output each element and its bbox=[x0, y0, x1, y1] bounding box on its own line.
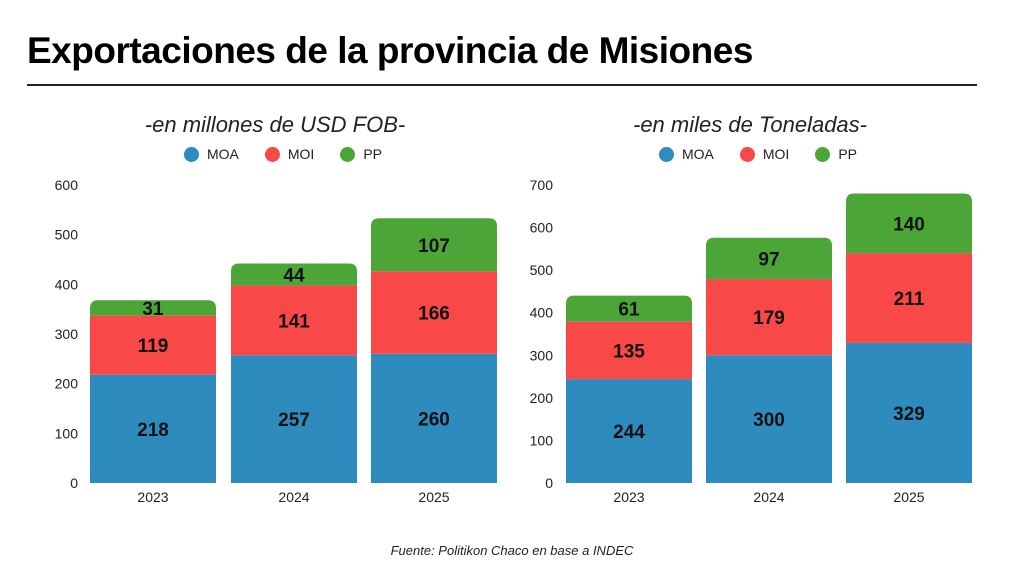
bar-segment-moa-2024 bbox=[231, 355, 357, 483]
bar-segment-pp-2023 bbox=[566, 295, 692, 322]
x-tick-label: 2024 bbox=[753, 489, 784, 505]
legend-label: MOA bbox=[206, 146, 239, 162]
data-label: 179 bbox=[753, 308, 785, 329]
data-label: 166 bbox=[418, 304, 450, 325]
x-tick-label: 2023 bbox=[137, 489, 168, 505]
data-label: 211 bbox=[894, 289, 925, 310]
y-tick-label: 300 bbox=[530, 347, 554, 363]
legend-item-moi: MOI bbox=[264, 146, 315, 162]
legend-item-moi: MOI bbox=[739, 146, 790, 162]
y-tick-label: 0 bbox=[545, 475, 553, 491]
bar-segment-moa-2023 bbox=[566, 379, 692, 483]
legend-label: PP bbox=[363, 146, 383, 162]
data-label: 135 bbox=[613, 341, 645, 362]
data-label: 119 bbox=[138, 336, 169, 357]
legend-item-pp: PP bbox=[340, 146, 382, 162]
chart-usd-subtitle: -en millones de USD FOB- bbox=[144, 112, 406, 137]
chart-usd-legend: MOA MOI PP bbox=[183, 146, 382, 162]
bar-segment-moa-2024 bbox=[706, 355, 832, 483]
bar-segment-moi-2025 bbox=[846, 253, 972, 343]
data-label: 329 bbox=[893, 404, 925, 425]
bar-segment-moi-2025 bbox=[371, 271, 497, 354]
page-title: Exportaciones de la provincia de Misione… bbox=[27, 30, 753, 71]
bar-segment-moa-2023 bbox=[90, 374, 216, 483]
legend-item-pp: PP bbox=[815, 146, 857, 162]
bar-segment-pp-2024 bbox=[231, 263, 357, 286]
y-tick-label: 300 bbox=[55, 326, 79, 342]
chart-tons-legend: MOA MOI PP bbox=[658, 146, 857, 162]
y-tick-label: 500 bbox=[55, 227, 79, 243]
legend-item-moa: MOA bbox=[658, 146, 714, 162]
x-tick-label: 2023 bbox=[613, 489, 644, 505]
title-divider bbox=[27, 84, 977, 86]
data-label: 107 bbox=[418, 236, 450, 257]
chart-tons-subtitle: -en miles de Toneladas- bbox=[633, 112, 867, 137]
data-label: 300 bbox=[753, 410, 785, 431]
y-tick-label: 200 bbox=[55, 376, 79, 392]
bar-segment-pp-2023 bbox=[90, 300, 216, 316]
data-label: 257 bbox=[278, 410, 310, 431]
bar-segment-moi-2023 bbox=[566, 321, 692, 380]
bar-segment-pp-2025 bbox=[846, 193, 972, 254]
x-tick-label: 2025 bbox=[893, 489, 924, 505]
bar-segment-pp-2024 bbox=[706, 237, 832, 280]
legend-dot-moi bbox=[739, 146, 755, 162]
bar-segment-moi-2024 bbox=[231, 285, 357, 356]
y-tick-label: 200 bbox=[530, 390, 554, 406]
legend-dot-moa bbox=[183, 146, 199, 162]
legend-label: PP bbox=[838, 146, 858, 162]
y-tick-label: 400 bbox=[530, 305, 554, 321]
bar-segment-moa-2025 bbox=[846, 342, 972, 483]
bar-segment-pp-2025 bbox=[371, 218, 497, 272]
y-tick-label: 600 bbox=[530, 220, 554, 236]
legend-dot-pp bbox=[340, 146, 356, 162]
y-tick-label: 700 bbox=[530, 177, 554, 193]
x-tick-label: 2024 bbox=[278, 489, 309, 505]
legend-dot-moi bbox=[264, 146, 280, 162]
legend-label: MOI bbox=[762, 146, 790, 162]
y-tick-label: 500 bbox=[530, 262, 554, 278]
legend-item-moa: MOA bbox=[183, 146, 239, 162]
x-tick-label: 2025 bbox=[418, 489, 449, 505]
data-label: 97 bbox=[758, 249, 779, 270]
data-label: 260 bbox=[418, 409, 450, 430]
bar-segment-moi-2023 bbox=[90, 315, 216, 375]
source-note: Fuente: Politikon Chaco en base a INDEC bbox=[390, 543, 634, 558]
legend-dot-moa bbox=[658, 146, 674, 162]
y-tick-label: 100 bbox=[530, 432, 554, 448]
y-tick-label: 600 bbox=[55, 177, 79, 193]
y-tick-label: 100 bbox=[55, 425, 79, 441]
data-label: 44 bbox=[283, 265, 305, 286]
y-tick-label: 400 bbox=[55, 276, 79, 292]
legend-label: MOI bbox=[287, 146, 315, 162]
data-label: 61 bbox=[618, 300, 640, 321]
legend-dot-pp bbox=[815, 146, 831, 162]
data-label: 31 bbox=[142, 299, 164, 320]
legend-label: MOA bbox=[681, 146, 714, 162]
data-label: 244 bbox=[613, 422, 645, 443]
data-label: 140 bbox=[893, 214, 925, 235]
data-label: 141 bbox=[278, 311, 310, 332]
bar-segment-moa-2025 bbox=[371, 353, 497, 483]
bar-segment-moi-2024 bbox=[706, 279, 832, 356]
y-tick-label: 0 bbox=[70, 475, 78, 491]
data-label: 218 bbox=[137, 420, 169, 441]
